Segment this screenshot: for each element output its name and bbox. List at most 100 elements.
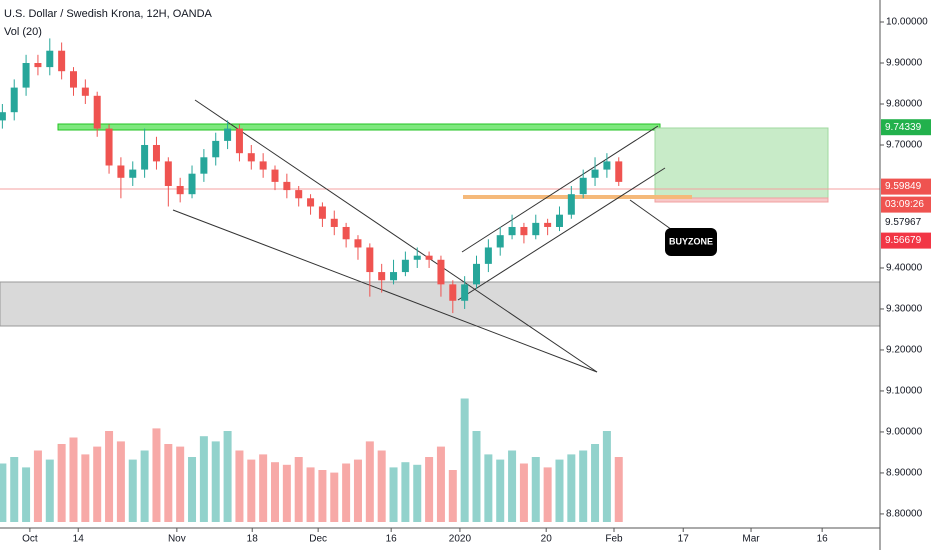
candle-body	[555, 214, 563, 227]
volume-bar	[81, 454, 90, 522]
candle-body	[615, 161, 623, 182]
candle-body	[224, 128, 232, 141]
candle-body	[93, 95, 101, 129]
candle-body	[425, 255, 433, 260]
callout-text: BUYZONE	[669, 236, 713, 246]
volume-bar	[436, 446, 445, 522]
candle-body	[152, 144, 160, 162]
volume-bar	[460, 398, 469, 522]
callout-box	[665, 228, 717, 256]
volume-bar	[425, 457, 434, 522]
candle-body	[295, 190, 303, 199]
volume-bar	[69, 437, 78, 522]
price-label: 9.57967	[885, 217, 922, 228]
volume-bar	[579, 450, 588, 522]
candle-body	[200, 157, 208, 174]
volume-bar	[164, 444, 173, 522]
volume-bar	[306, 467, 315, 522]
volume-bar	[401, 462, 410, 522]
candle-body	[259, 161, 267, 170]
candle-body	[520, 226, 528, 236]
volume-bar	[330, 472, 339, 522]
volume-bar	[614, 457, 623, 522]
volume-bar	[33, 450, 42, 522]
volume-bar	[519, 463, 528, 522]
y-tick-label: 9.00000	[886, 427, 923, 438]
candle-body	[591, 169, 599, 178]
price-label-bg	[881, 178, 931, 195]
trend-line	[172, 209, 598, 373]
target-box	[654, 127, 829, 199]
candle-body	[58, 50, 66, 72]
chart-title: U.S. Dollar / Swedish Krona, 12H, OANDA	[4, 8, 213, 20]
candle-body	[532, 222, 540, 236]
candle-body	[449, 284, 457, 301]
volume-bar	[318, 470, 327, 522]
volume-bar	[472, 431, 481, 522]
volume-bar	[531, 457, 540, 522]
candle-body	[437, 259, 445, 285]
candle-body	[544, 222, 552, 227]
candle-body	[461, 284, 469, 301]
volume-bar	[282, 464, 291, 522]
y-tick-label: 9.80000	[886, 99, 923, 110]
x-tick-label: Oct	[22, 534, 38, 545]
candle-body	[484, 247, 492, 264]
volume-bar	[140, 450, 149, 522]
price-label-bg	[881, 196, 931, 213]
candle-body	[366, 247, 374, 273]
y-tick-label: 10.00000	[886, 17, 928, 28]
volume-bar	[199, 436, 208, 522]
candle-body	[330, 218, 338, 227]
x-tick-label: 17	[678, 534, 690, 545]
price-label-bg	[881, 232, 931, 249]
volume-bar	[591, 444, 600, 522]
candle-body	[318, 206, 326, 219]
volume-label: Vol (20)	[4, 26, 42, 38]
y-tick-label: 9.10000	[886, 386, 923, 397]
y-tick-label: 9.70000	[886, 140, 923, 151]
candle-body	[10, 87, 18, 113]
volume-bar	[116, 441, 125, 522]
candle-body	[283, 181, 291, 191]
x-tick-label: 16	[817, 534, 829, 545]
candle-body	[579, 177, 587, 195]
y-tick-label: 8.90000	[886, 468, 923, 479]
candle-body	[141, 144, 149, 170]
candle-body	[188, 173, 196, 195]
x-tick-label: 20	[541, 534, 553, 545]
volume-bar	[223, 431, 232, 522]
candle-body	[496, 235, 504, 248]
candle-body	[473, 263, 481, 285]
callout-pointer	[629, 199, 676, 233]
y-tick-label: 9.90000	[886, 58, 923, 69]
volume-bar	[45, 459, 54, 522]
candle-body	[307, 198, 315, 207]
volume-bar	[294, 457, 303, 522]
volume-bar	[365, 441, 374, 522]
y-tick-label: 9.40000	[886, 263, 923, 274]
volume-bar	[602, 431, 611, 522]
candle-body	[22, 63, 30, 88]
candle-body	[271, 169, 279, 182]
candle-body	[105, 128, 113, 166]
x-tick-label: Nov	[168, 534, 186, 545]
volume-bar	[188, 457, 197, 522]
candle-body	[212, 140, 220, 158]
y-tick-label: 9.20000	[886, 345, 923, 356]
volume-bar	[353, 459, 362, 522]
volume-bar	[389, 467, 398, 522]
volume-bar	[0, 463, 7, 522]
volume-bar	[235, 450, 244, 522]
volume-bar	[555, 459, 564, 522]
volume-bar	[105, 431, 114, 522]
candle-body	[117, 165, 125, 178]
candle-body	[69, 71, 77, 88]
candle-body	[129, 169, 137, 178]
price-label: 9.56679	[885, 235, 922, 246]
candle-body	[0, 112, 6, 121]
candle-body	[508, 226, 516, 236]
volume-bar	[176, 446, 185, 522]
candle-body	[34, 63, 42, 68]
